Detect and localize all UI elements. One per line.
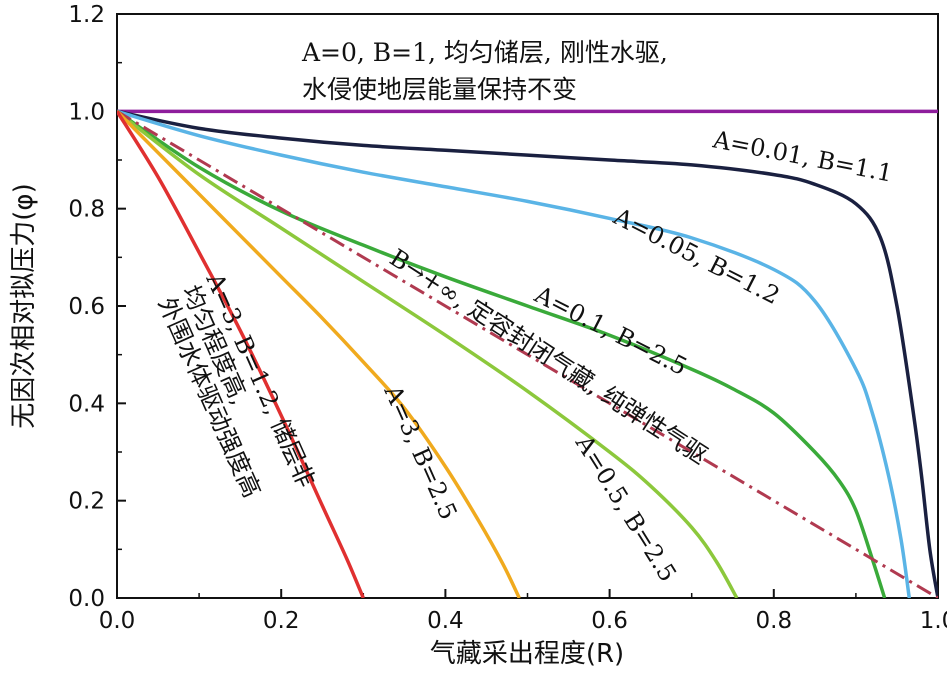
y-tick-label: 0.2 (68, 489, 105, 515)
y-tick-label: 1.0 (68, 99, 105, 125)
x-tick-label: 0.0 (99, 608, 136, 634)
annotation-a001: A=0.01, B=1.1 (710, 125, 895, 187)
annotation-a05: A=0.5, B=2.5 (569, 429, 682, 586)
y-tick-label: 0.8 (68, 197, 105, 223)
tick-labels: 0.0 0.2 0.4 0.6 0.8 1.0 0.0 0.2 0.4 0.6 0.8 1.0 1.2 (68, 2, 947, 634)
series-line-1 (117, 109, 938, 598)
annotation-top-line1: A=0, B=1, 均匀储层, 刚性水驱, (301, 38, 668, 67)
annotation-top-line2: 水侵使地层能量保持不变 (302, 75, 577, 104)
x-tick-label: 0.2 (263, 608, 300, 634)
x-axis-title: 气藏采出程度(R) (430, 639, 624, 669)
y-tick-label: 0.4 (68, 391, 105, 417)
annotation-a005: A=0.05, B=1.2 (608, 202, 784, 310)
series-line-5 (117, 110, 938, 598)
series-line-4 (117, 109, 739, 598)
y-tick-label: 0.6 (68, 294, 105, 320)
annotation-a3b25: A=3, B=2.5 (378, 380, 463, 524)
series-line-2 (117, 109, 911, 598)
y-tick-label: 1.2 (68, 2, 105, 28)
series-line-7 (117, 110, 365, 598)
series-layer (117, 109, 938, 598)
x-tick-label: 0.6 (591, 608, 628, 634)
x-tick-label: 0.8 (756, 608, 793, 634)
y-tick-label: 0.0 (68, 586, 105, 612)
x-tick-label: 1.0 (920, 608, 947, 634)
x-tick-label: 0.4 (427, 608, 464, 634)
series-line-6 (117, 110, 521, 598)
y-axis-title: 无因次相对拟压力(φ) (9, 183, 39, 428)
